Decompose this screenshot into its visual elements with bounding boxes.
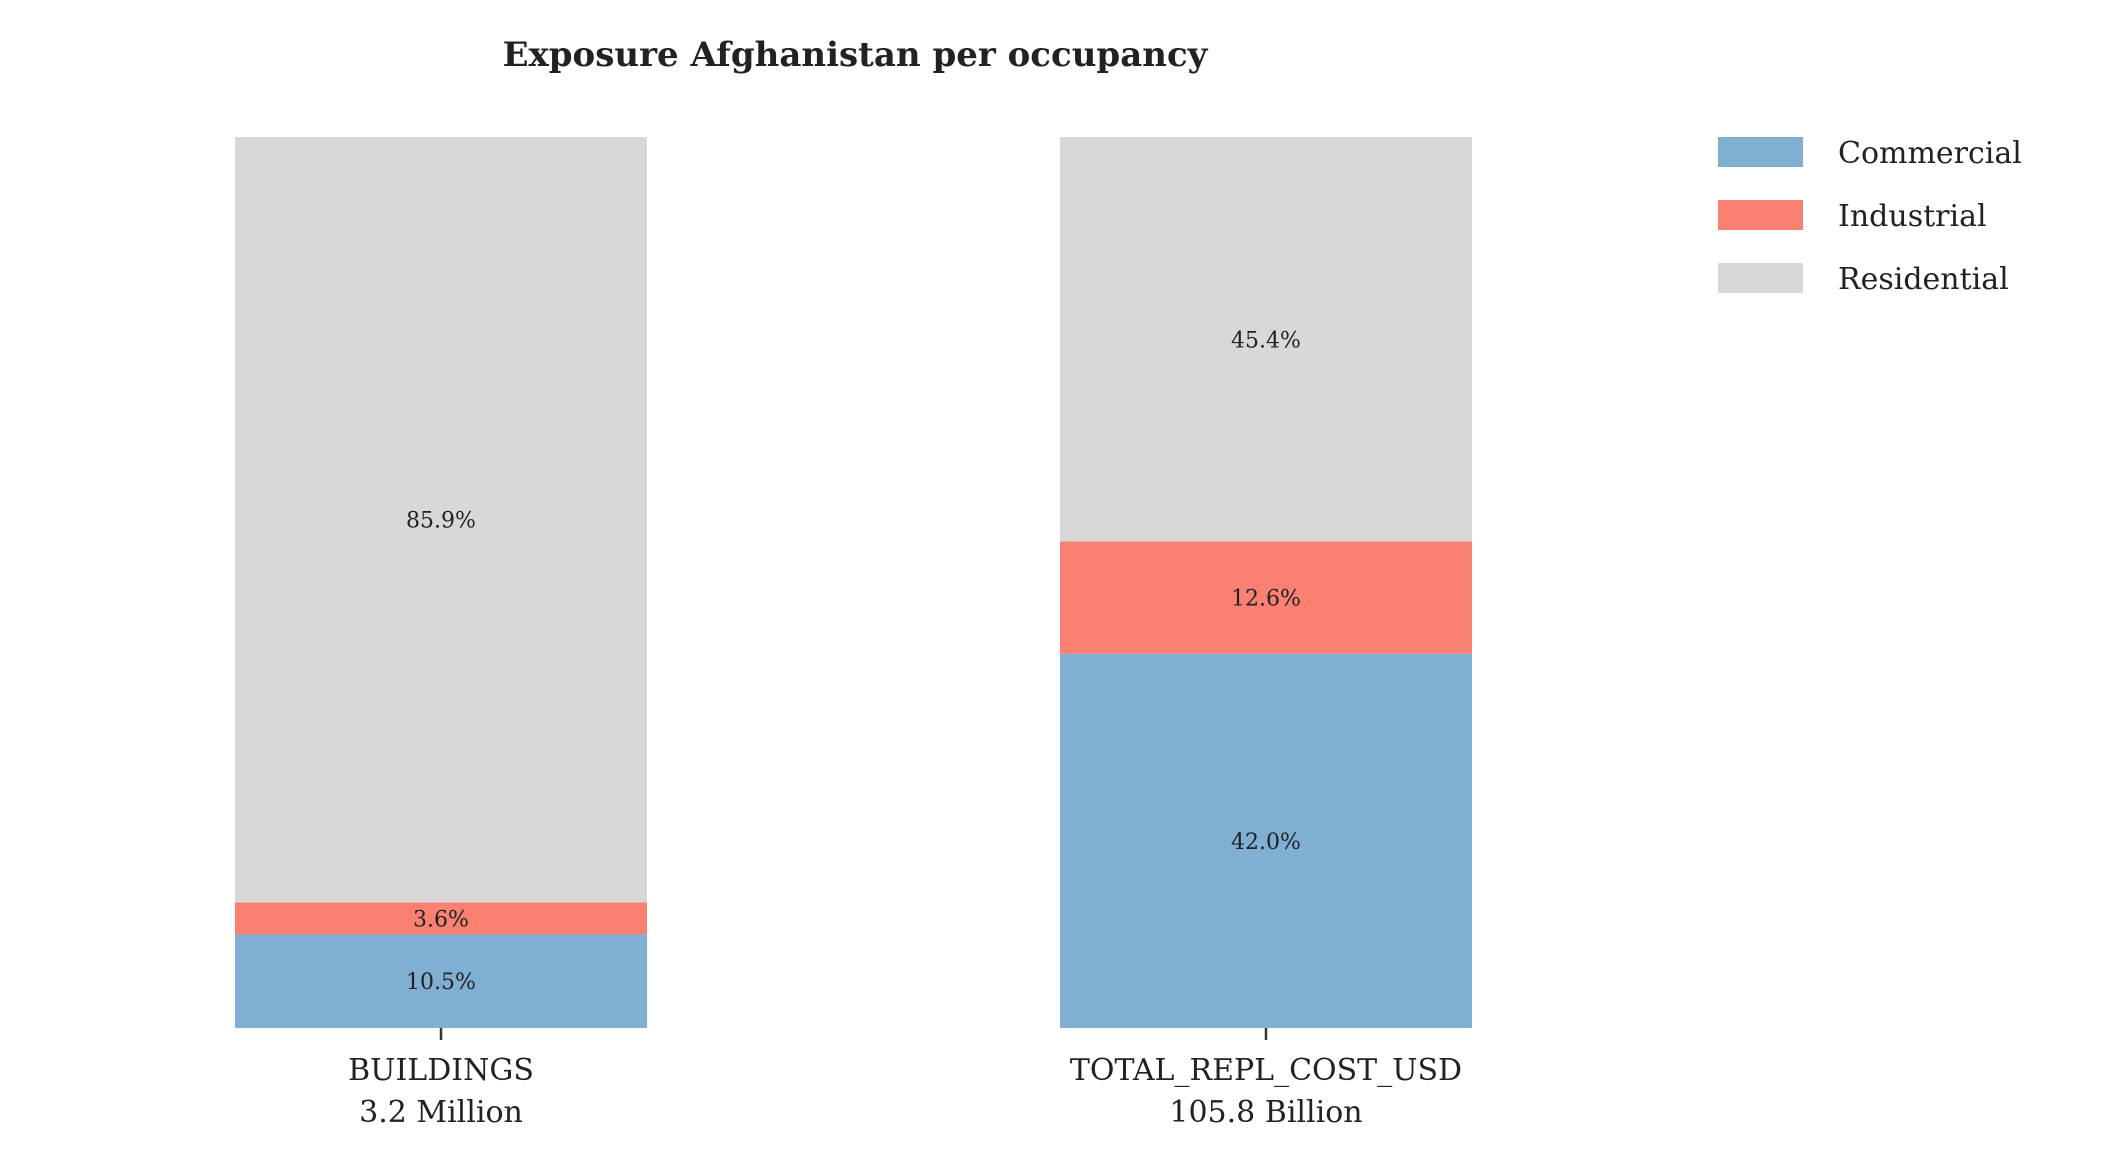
x-axis: BUILDINGS 3.2 Million TOTAL_REPL_COST_USD 1… (348, 1028, 1462, 1130)
legend-swatch-industrial (1718, 200, 1803, 230)
bar-segment-industrial-1 (1060, 541, 1472, 654)
bar-segment-industrial-0 (235, 902, 647, 935)
bar-segment-commercial-1 (1060, 653, 1472, 1028)
legend-label-commercial: Commercial (1838, 136, 2022, 171)
bar-segment-residential-1 (1060, 137, 1472, 542)
chart-title: Exposure Afghanistan per occupancy (503, 35, 1209, 75)
bar-label-industrial-1: 12.6% (1231, 587, 1301, 612)
x-tick-total-0: 3.2 Million (359, 1095, 523, 1130)
bar-segment-commercial-0 (235, 934, 647, 1028)
legend-label-residential: Residential (1838, 262, 2009, 297)
bar-label-residential-0: 85.9% (406, 509, 476, 534)
bar-segment-residential-0 (235, 137, 647, 903)
bar-label-commercial-0: 10.5% (406, 970, 476, 995)
bar-label-industrial-0: 3.6% (413, 907, 469, 932)
x-tick-label-0: BUILDINGS (348, 1053, 534, 1088)
bar-label-commercial-1: 42.0% (1231, 830, 1301, 855)
legend-swatch-residential (1718, 263, 1803, 293)
bars-group (235, 137, 1472, 1028)
legend-label-industrial: Industrial (1838, 199, 1987, 234)
x-tick-label-1: TOTAL_REPL_COST_USD (1070, 1053, 1462, 1088)
legend-swatch-commercial (1718, 137, 1803, 167)
bar-label-residential-1: 45.4% (1231, 328, 1301, 353)
bar-labels-group: 10.5% 3.6% 85.9% 42.0% 12.6% 45.4% (406, 328, 1301, 995)
x-tick-total-1: 105.8 Billion (1169, 1095, 1362, 1130)
legend: Commercial Industrial Residential (1718, 136, 2022, 297)
